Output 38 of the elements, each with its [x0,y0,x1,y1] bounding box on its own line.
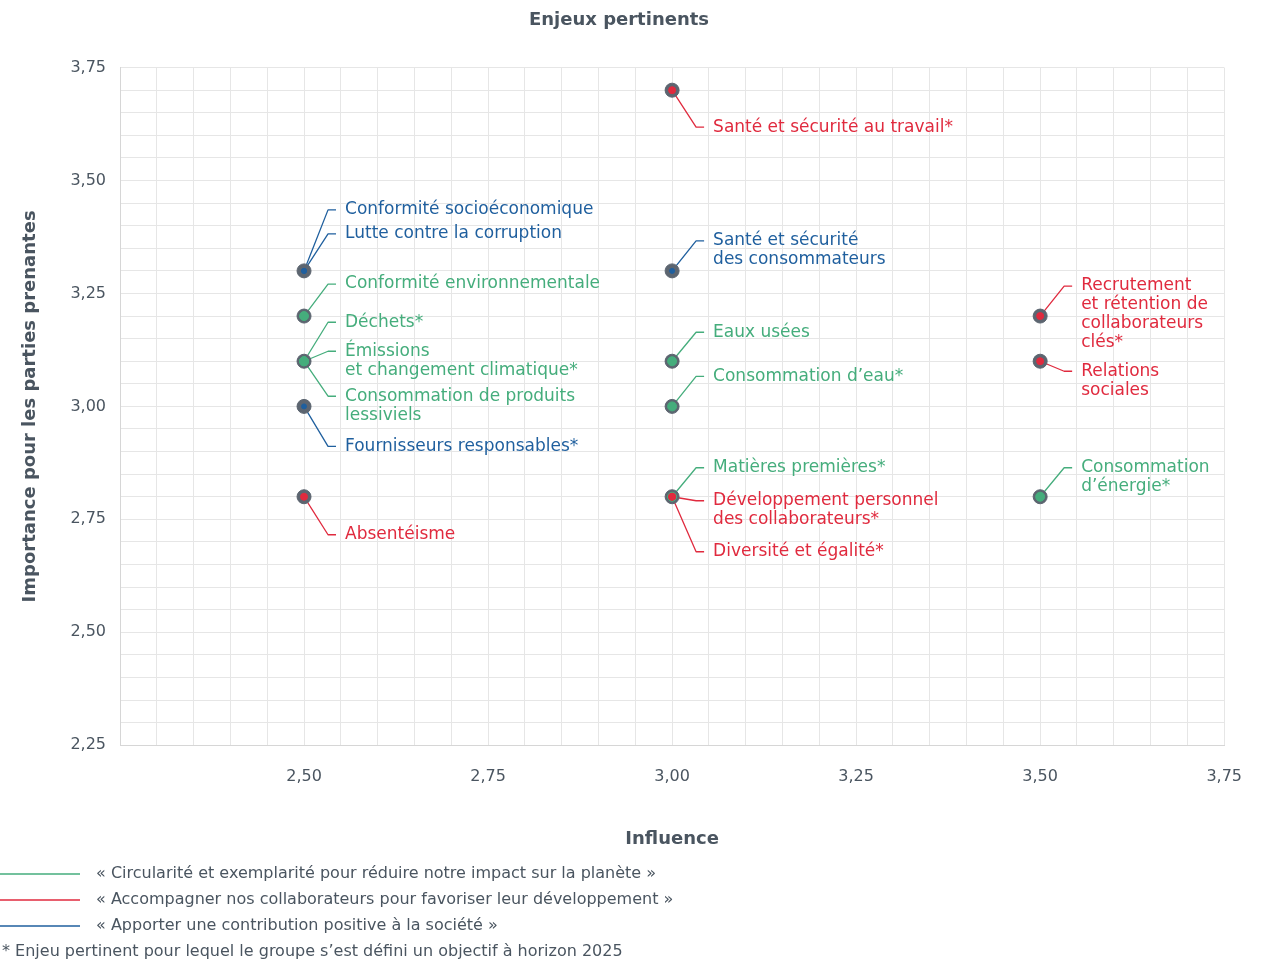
data-label: Relations sociales [1081,359,1160,399]
data-label: Santé et sécurité au travail* [713,115,953,136]
data-label: Eaux usées [713,320,811,341]
data-label: Consommation d’eau* [713,364,904,385]
data-label: Diversité et égalité* [713,540,884,561]
y-tick-label: 2,75 [70,508,106,528]
data-label: Émissions et changement climatique* [345,338,578,379]
y-tick-label: 2,50 [70,621,106,641]
data-label: Déchets* [345,310,424,331]
data-label: Développement personnel des collaborateurs* [713,489,939,529]
x-tick-label: 3,75 [1206,765,1242,785]
data-label: Fournisseurs responsables* [345,434,579,455]
x-axis-title: Influence [625,826,719,848]
y-axis-title: Importance pour les parties prenantes [18,210,40,603]
x-tick-label: 3,50 [1022,765,1058,785]
legend-label: « Apporter une contribution positive à la société » [96,915,498,935]
data-label: Lutte contre la corruption [345,222,562,243]
data-label: Conformité environnementale [345,272,601,293]
data-label: Recrutement et rétention de collaborateurs clés* [1081,274,1208,352]
data-label: Matières premières* [713,456,886,477]
x-tick-label: 3,00 [654,765,690,785]
x-tick-label: 2,50 [286,765,322,785]
data-label: Conformité socioéconomique [345,198,594,219]
data-label: Consommation d’énergie* [1081,456,1210,496]
data-label: Santé et sécurité des consommateurs [713,229,886,269]
legend-label: « Circularité et exemplarité pour réduire notre impact sur la planète » [96,863,657,883]
y-tick-label: 3,25 [70,282,106,302]
y-tick-label: 3,00 [70,395,106,415]
data-label: Consommation de produits lessiviels [345,384,576,424]
x-tick-label: 3,25 [838,765,874,785]
data-label: Absentéisme [345,523,456,544]
chart-title: Enjeux pertinents [528,8,710,30]
y-tick-label: 2,25 [70,734,106,754]
y-tick-label: 3,50 [70,169,106,189]
text: * Enjeu pertinent pour lequel le groupe s’est défini un objectif à horizon 2025 [2,941,623,961]
x-tick-label: 2,75 [470,765,506,785]
legend-label: « Accompagner nos collaborateurs pour favoriser leur développement » [96,889,674,909]
y-tick-label: 3,75 [70,56,106,76]
